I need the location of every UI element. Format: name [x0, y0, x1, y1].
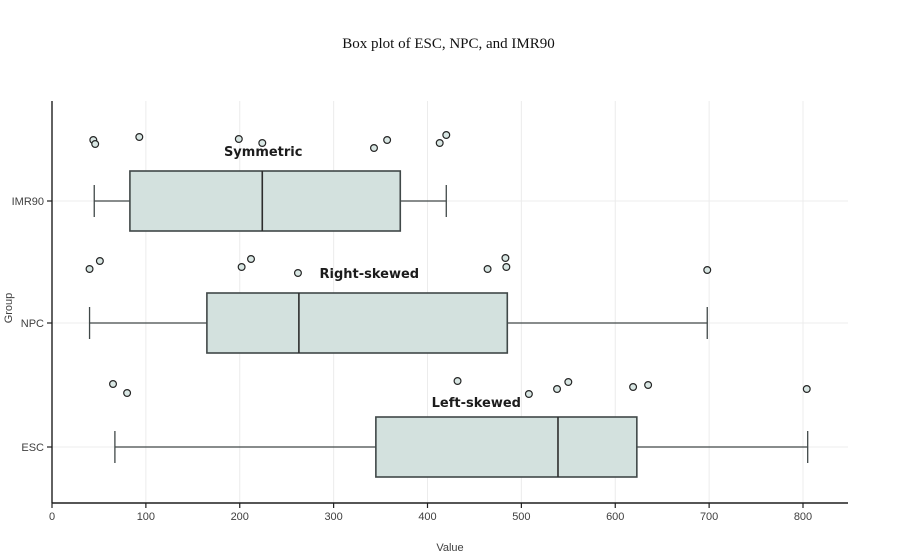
x-tick-label: 800	[794, 511, 812, 523]
data-point-NPC	[85, 265, 94, 274]
data-point-ESC	[802, 385, 811, 394]
x-tick-label: 400	[418, 511, 436, 523]
annotation-NPC: Right-skewed	[319, 267, 419, 282]
data-point-NPC	[247, 255, 256, 264]
data-point-ESC	[123, 389, 132, 398]
data-point-ESC	[564, 378, 573, 387]
x-tick-label: 300	[324, 511, 342, 523]
box-IMR90	[129, 170, 402, 232]
y-axis-title: Group	[3, 292, 15, 324]
y-tick-label-NPC: NPC	[21, 318, 44, 330]
data-point-NPC	[501, 254, 510, 263]
x-tick-label: 200	[231, 511, 249, 523]
y-tick-label-IMR90: IMR90	[12, 196, 44, 208]
data-point-IMR90	[383, 136, 392, 145]
y-tick-label-ESC: ESC	[21, 442, 44, 454]
data-point-ESC	[453, 377, 462, 386]
data-point-IMR90	[369, 144, 378, 153]
data-point-NPC	[95, 257, 104, 266]
data-point-NPC	[703, 266, 712, 275]
data-point-NPC	[502, 263, 511, 272]
x-tick-label: 100	[137, 511, 155, 523]
data-point-ESC	[553, 385, 562, 394]
annotation-ESC: Left-skewed	[432, 396, 521, 411]
data-point-ESC	[109, 380, 118, 389]
x-tick-label: 600	[606, 511, 624, 523]
data-point-NPC	[237, 263, 246, 272]
chart-title: Box plot of ESC, NPC, and IMR90	[342, 36, 555, 52]
data-point-NPC	[293, 269, 302, 278]
data-point-IMR90	[91, 140, 100, 149]
x-axis-title: Value	[436, 542, 464, 554]
data-point-IMR90	[258, 139, 267, 148]
x-tick-label: 700	[700, 511, 718, 523]
data-point-IMR90	[135, 133, 144, 142]
data-point-IMR90	[435, 139, 444, 148]
data-point-IMR90	[234, 135, 243, 144]
annotation-IMR90: Symmetric	[224, 145, 303, 160]
data-point-ESC	[644, 381, 653, 390]
data-point-ESC	[629, 383, 638, 392]
data-point-NPC	[483, 265, 492, 274]
data-point-ESC	[524, 390, 533, 399]
data-point-IMR90	[442, 131, 451, 140]
box-NPC	[206, 292, 509, 354]
box-ESC	[375, 416, 638, 478]
x-tick-label: 0	[49, 511, 55, 523]
x-tick-label: 500	[512, 511, 530, 523]
